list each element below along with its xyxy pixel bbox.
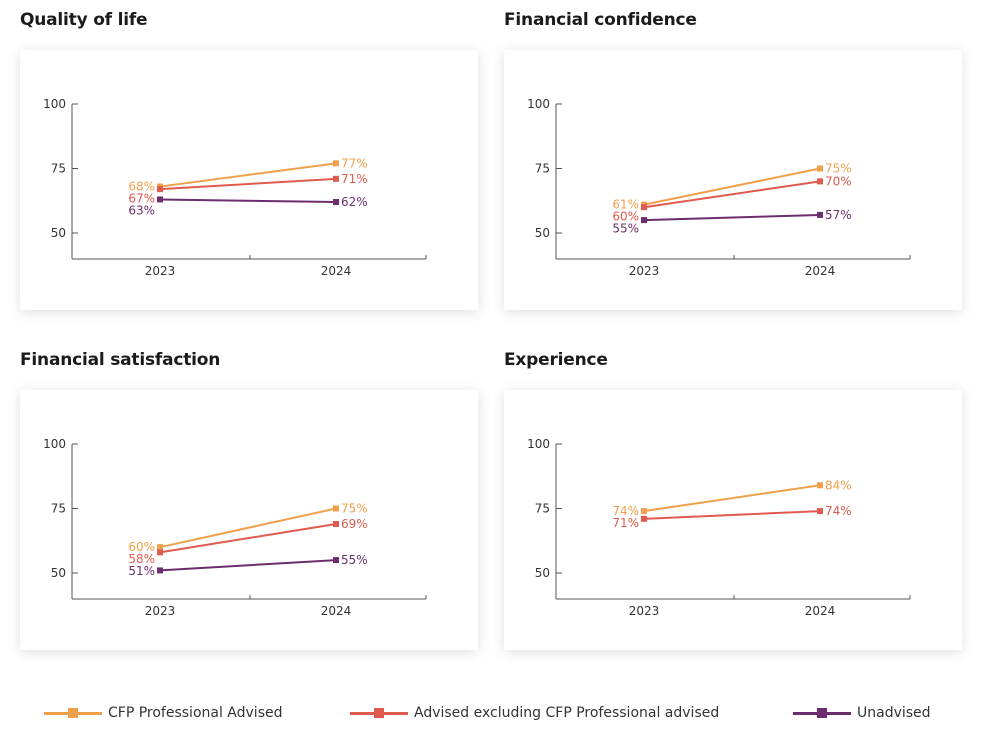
data-point-unadvised	[333, 557, 339, 564]
y-tick-label: 50	[535, 566, 550, 580]
legend-label-unadvised: Unadvised	[857, 705, 931, 721]
data-label-cfp: 84%	[825, 478, 852, 492]
data-label-cfp: 74%	[612, 504, 639, 518]
data-label-advised: 67%	[128, 192, 155, 206]
series-line-advised	[159, 177, 337, 191]
legend-item-cfp: CFP Professional Advised	[44, 700, 283, 726]
data-label-unadvised: 51%	[128, 564, 155, 578]
data-point-advised	[817, 508, 823, 515]
data-point-advised	[817, 178, 823, 185]
data-point-advised	[641, 204, 647, 211]
line-chart-financial-satisfaction: 50 75 100 2023 2024 60%58%51% 75%69% 55%	[43, 437, 427, 618]
data-point-advised	[333, 520, 339, 527]
chart-title-financial-satisfaction: Financial satisfaction	[20, 350, 221, 370]
data-point-cfp	[157, 544, 163, 551]
y-tick-label: 75	[535, 162, 550, 176]
chart-card-quality-of-life: 50 75 100 2023 2024 68% 67% 63% 77% 71% 62%	[20, 50, 478, 310]
data-label-advised: 69%	[341, 517, 368, 531]
data-point-cfp	[817, 482, 823, 489]
legend-swatch-cfp	[44, 700, 102, 726]
chart-title-quality-of-life: Quality of life	[20, 10, 148, 30]
series-line-advised	[159, 522, 337, 554]
data-point-unadvised	[157, 567, 163, 574]
data-label-advised: 74%	[825, 504, 852, 518]
chart-card-financial-satisfaction: 50 75 100 2023 2024 60% 58% 51% 75% 69% 55%	[20, 390, 478, 650]
data-label-advised: 71%	[612, 516, 639, 530]
data-label-advised: 71%	[341, 172, 368, 186]
data-label-unadvised: 57%	[825, 208, 852, 222]
data-point-cfp	[333, 505, 339, 512]
data-label-advised: 58%	[128, 552, 155, 566]
data-point-advised	[641, 515, 647, 522]
x-tick-label: 2024	[805, 604, 836, 618]
y-tick-label: 100	[527, 437, 550, 451]
x-tick-label: 2024	[321, 604, 352, 618]
line-chart-financial-confidence: 50 75 100 2023 2024 61%60%55% 75%70% 57%	[527, 97, 911, 278]
data-label-cfp: 60%	[128, 540, 155, 554]
series-line-advised	[643, 510, 821, 520]
data-label-cfp: 77%	[341, 156, 368, 170]
line-chart-quality-of-life: 50 75 100 2023 2024 68%67%63% 77% 71% 62%	[43, 97, 427, 278]
legend-item-unadvised: Unadvised	[793, 700, 931, 726]
data-label-cfp: 61%	[612, 198, 639, 212]
chart-title-financial-confidence: Financial confidence	[504, 10, 697, 30]
legend-label-cfp: CFP Professional Advised	[108, 705, 283, 721]
series-line-cfp	[159, 162, 337, 188]
x-tick-label: 2023	[629, 264, 660, 278]
x-tick-label: 2024	[805, 264, 836, 278]
data-point-cfp	[641, 508, 647, 515]
y-tick-label: 50	[51, 226, 66, 240]
y-tick-label: 50	[535, 226, 550, 240]
series-line-cfp	[643, 484, 821, 513]
data-point-unadvised	[157, 196, 163, 203]
data-label-unadvised: 63%	[128, 204, 155, 218]
x-tick-label: 2023	[145, 604, 176, 618]
y-tick-label: 100	[527, 97, 550, 111]
data-label-cfp: 75%	[341, 502, 368, 516]
y-tick-label: 100	[43, 437, 66, 451]
legend-item-advised: Advised excluding CFP Professional advis…	[350, 700, 719, 726]
data-label-unadvised: 55%	[612, 222, 639, 236]
chart-card-experience: 50 75 100 2023 2024 74% 71% 84% 74%	[504, 390, 962, 650]
x-tick-label: 2023	[629, 604, 660, 618]
data-point-advised	[157, 186, 163, 193]
data-label-unadvised: 55%	[341, 553, 368, 567]
legend-label-advised: Advised excluding CFP Professional advis…	[414, 705, 720, 721]
y-tick-label: 75	[535, 502, 550, 516]
data-label-advised: 70%	[825, 174, 852, 188]
data-label-unadvised: 62%	[341, 195, 368, 209]
data-point-cfp	[817, 165, 823, 172]
legend-swatch-unadvised	[793, 700, 851, 726]
data-point-cfp	[333, 160, 339, 167]
y-tick-label: 75	[51, 162, 66, 176]
data-label-advised: 60%	[612, 210, 639, 224]
chart-legend: CFP Professional Advised Advised excludi…	[0, 700, 981, 726]
series-line-unadvised	[643, 213, 821, 222]
series-line-advised	[643, 180, 821, 209]
x-tick-label: 2023	[145, 264, 176, 278]
data-point-unadvised	[817, 211, 823, 218]
legend-swatch-advised	[350, 700, 408, 726]
data-label-cfp: 68%	[128, 180, 155, 194]
y-tick-label: 100	[43, 97, 66, 111]
data-point-advised	[333, 175, 339, 182]
series-line-cfp	[159, 507, 337, 549]
data-point-unadvised	[641, 217, 647, 224]
x-tick-label: 2024	[321, 264, 352, 278]
chart-title-experience: Experience	[504, 350, 608, 370]
data-point-unadvised	[333, 199, 339, 206]
series-line-unadvised	[159, 559, 337, 572]
chart-card-financial-confidence: 50 75 100 2023 2024 61% 60% 55% 75% 70% 57%	[504, 50, 962, 310]
data-label-cfp: 75%	[825, 162, 852, 176]
y-tick-label: 50	[51, 566, 66, 580]
y-tick-label: 75	[51, 502, 66, 516]
series-line-cfp	[643, 167, 821, 206]
data-point-advised	[157, 549, 163, 556]
series-line-unadvised	[159, 198, 337, 204]
